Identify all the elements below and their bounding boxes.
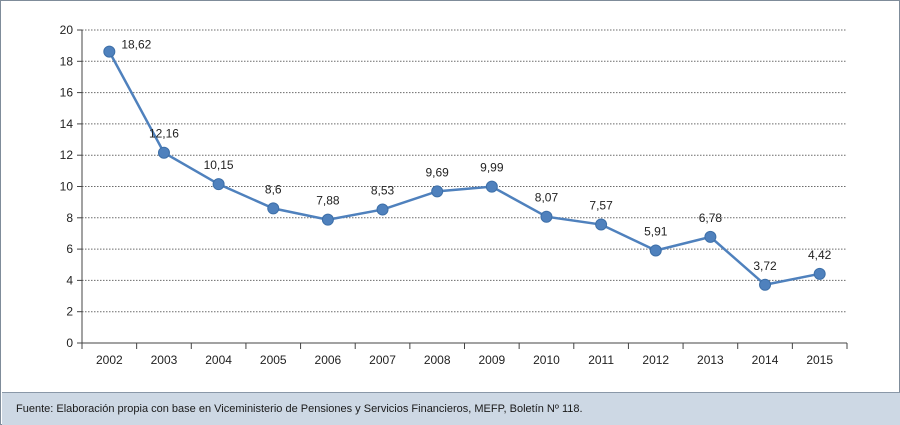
data-label: 9,99	[480, 161, 504, 175]
data-markers	[103, 45, 826, 291]
data-point	[540, 210, 553, 223]
data-point	[103, 45, 116, 58]
data-label: 7,88	[316, 194, 340, 208]
data-label: 8,53	[371, 184, 395, 198]
data-label: 5,91	[644, 225, 668, 239]
data-point	[431, 185, 444, 198]
data-label: 3,72	[753, 259, 777, 273]
data-labels: 18,62 12,16 10,15 8,6 7,88 8,53 9,69 9,99 8,07 7,…	[121, 38, 831, 273]
data-point	[212, 178, 225, 191]
grid-lines	[82, 29, 847, 313]
y-tick-label: 14	[60, 117, 74, 131]
data-point	[813, 267, 826, 280]
data-point	[595, 218, 608, 231]
source-footer: Fuente: Elaboración propia con base en V…	[2, 392, 900, 425]
data-label: 8,6	[265, 182, 282, 196]
x-tick-label: 2009	[478, 353, 505, 367]
y-tick-label: 6	[66, 242, 73, 256]
data-label: 10,15	[204, 158, 234, 172]
x-tick-label: 2005	[260, 353, 287, 367]
data-label: 7,57	[589, 199, 613, 213]
y-tick-label: 20	[60, 23, 74, 37]
x-tick-label: 2003	[151, 353, 178, 367]
data-label: 9,69	[425, 165, 449, 179]
y-tick-label: 16	[60, 86, 74, 100]
data-point	[704, 230, 717, 243]
x-tick-label: 2010	[533, 353, 560, 367]
y-tick-label: 10	[60, 180, 74, 194]
x-tick-label: 2013	[697, 353, 724, 367]
x-tick-label: 2004	[205, 353, 232, 367]
data-label: 6,78	[699, 211, 723, 225]
data-label: 8,07	[535, 191, 559, 205]
x-tick-label: 2012	[642, 353, 669, 367]
data-point	[649, 244, 662, 257]
y-axis-ticks: 0 2 4 6 8 10 12 14 16 18 20	[60, 23, 82, 350]
x-tick-label: 2007	[369, 353, 396, 367]
x-tick-label: 2008	[424, 353, 451, 367]
y-tick-label: 0	[66, 336, 73, 350]
series-line	[108, 51, 820, 287]
data-point	[157, 146, 170, 159]
data-label: 4,42	[808, 248, 832, 262]
x-tick-label: 2011	[588, 353, 614, 367]
data-point	[321, 213, 334, 226]
data-label: 12,16	[149, 127, 179, 141]
y-tick-label: 12	[60, 148, 74, 162]
y-tick-label: 2	[66, 305, 73, 319]
data-point	[485, 180, 498, 193]
y-tick-label: 8	[66, 211, 73, 225]
y-tick-label: 4	[66, 273, 73, 287]
x-tick-label: 2015	[806, 353, 833, 367]
x-tick-label: 2014	[752, 353, 779, 367]
x-axis-ticks: 2002 2003 2004 2005 2006 2007 2008 2009 2010 2011…	[81, 343, 848, 367]
y-tick-label: 18	[60, 54, 74, 68]
data-point	[267, 202, 280, 215]
series-line	[108, 51, 820, 287]
source-note: Fuente: Elaboración propia con base en V…	[16, 403, 583, 415]
data-point	[376, 203, 389, 216]
x-tick-label: 2006	[315, 353, 342, 367]
x-tick-label: 2002	[96, 353, 123, 367]
data-label: 18,62	[121, 38, 151, 52]
data-point	[759, 278, 772, 291]
